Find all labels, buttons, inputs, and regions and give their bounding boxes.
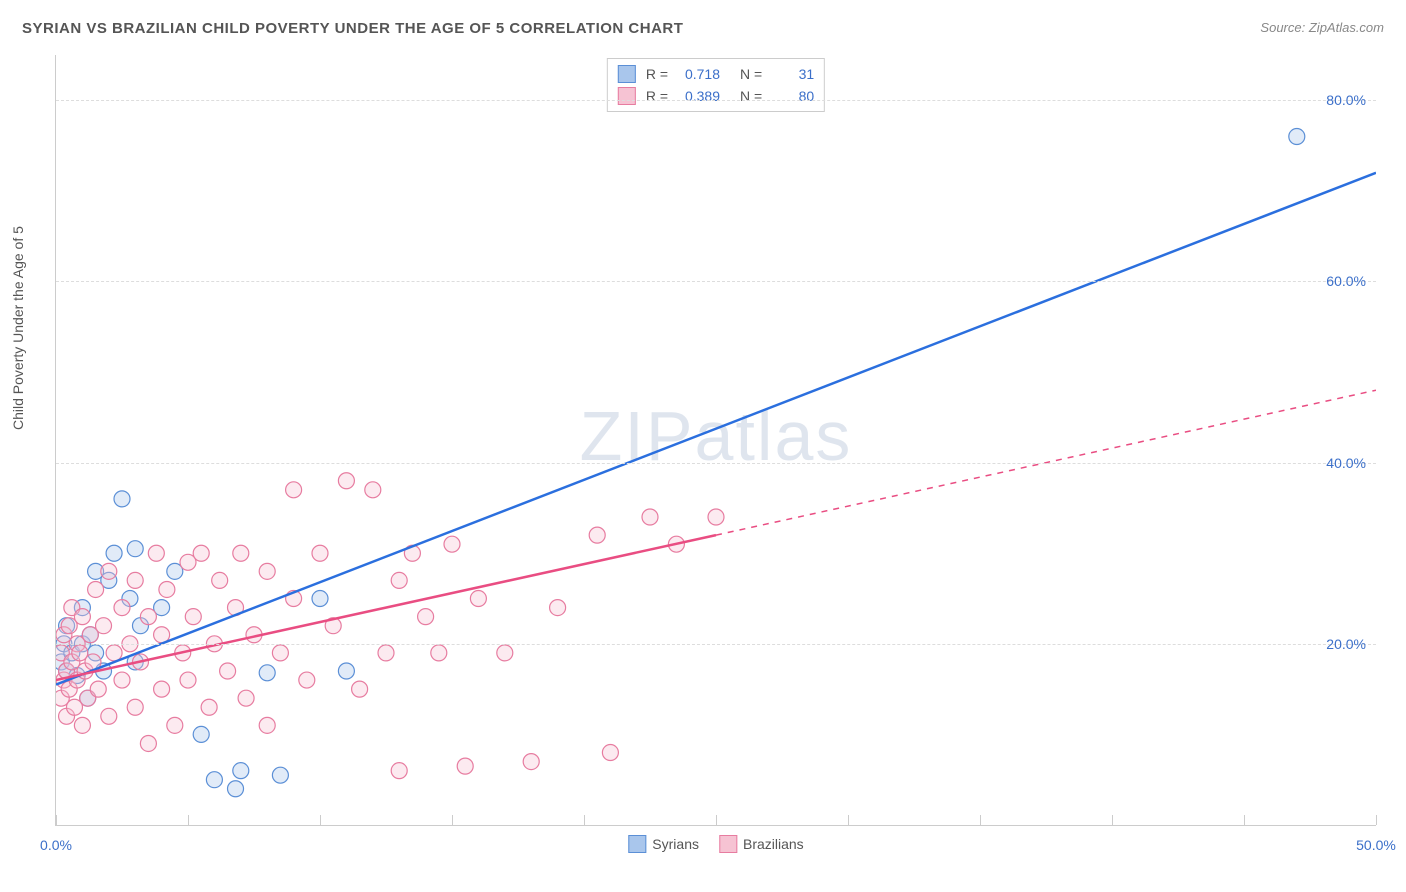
data-point-syrians (106, 545, 122, 561)
legend-label-brazilians: Brazilians (743, 836, 804, 852)
y-gridline (56, 463, 1376, 464)
data-point-brazilians (457, 758, 473, 774)
data-point-syrians (114, 491, 130, 507)
data-point-syrians (206, 772, 222, 788)
data-point-brazilians (74, 609, 90, 625)
data-point-brazilians (88, 581, 104, 597)
data-point-brazilians (550, 600, 566, 616)
legend-label-syrians: Syrians (652, 836, 699, 852)
data-point-brazilians (238, 690, 254, 706)
data-point-brazilians (642, 509, 658, 525)
data-point-brazilians (212, 572, 228, 588)
data-point-brazilians (418, 609, 434, 625)
series-legend-bottom: Syrians Brazilians (628, 835, 803, 853)
data-point-syrians (228, 781, 244, 797)
y-tick-label: 60.0% (1326, 273, 1366, 289)
swatch-syrians (628, 835, 646, 853)
x-tick (1376, 815, 1377, 825)
data-point-syrians (272, 767, 288, 783)
data-point-brazilians (391, 763, 407, 779)
data-point-brazilians (201, 699, 217, 715)
data-point-brazilians (589, 527, 605, 543)
y-gridline (56, 644, 1376, 645)
trend-line-syrians (56, 173, 1376, 685)
y-tick-label: 80.0% (1326, 92, 1366, 108)
y-tick-label: 40.0% (1326, 455, 1366, 471)
data-point-brazilians (312, 545, 328, 561)
data-point-brazilians (391, 572, 407, 588)
data-point-brazilians (101, 563, 117, 579)
swatch-brazilians (719, 835, 737, 853)
data-point-brazilians (140, 735, 156, 751)
data-point-brazilians (114, 672, 130, 688)
data-point-brazilians (167, 717, 183, 733)
data-point-syrians (1289, 129, 1305, 145)
source-attribution: Source: ZipAtlas.com (1260, 20, 1384, 35)
x-tick-label: 0.0% (40, 837, 72, 853)
data-point-brazilians (365, 482, 381, 498)
legend-item-syrians: Syrians (628, 835, 699, 853)
data-point-brazilians (159, 581, 175, 597)
data-point-brazilians (127, 572, 143, 588)
data-point-brazilians (140, 609, 156, 625)
data-point-brazilians (180, 672, 196, 688)
data-point-brazilians (74, 717, 90, 733)
data-point-brazilians (352, 681, 368, 697)
data-point-brazilians (148, 545, 164, 561)
data-point-brazilians (272, 645, 288, 661)
data-point-brazilians (338, 473, 354, 489)
x-tick (1244, 815, 1245, 825)
x-tick (848, 815, 849, 825)
data-point-brazilians (470, 591, 486, 607)
data-point-brazilians (90, 681, 106, 697)
data-point-brazilians (193, 545, 209, 561)
source-name: ZipAtlas.com (1309, 20, 1384, 35)
data-point-syrians (233, 763, 249, 779)
data-point-syrians (338, 663, 354, 679)
x-tick (980, 815, 981, 825)
data-point-syrians (259, 665, 275, 681)
chart-plot-area: ZIPatlas R =0.718N =31R =0.389N =80 Syri… (55, 55, 1376, 826)
data-point-brazilians (114, 600, 130, 616)
x-tick (56, 815, 57, 825)
data-point-brazilians (106, 645, 122, 661)
data-point-brazilians (96, 618, 112, 634)
data-point-brazilians (127, 699, 143, 715)
scatter-plot-svg (56, 55, 1376, 825)
data-point-brazilians (220, 663, 236, 679)
data-point-syrians (312, 591, 328, 607)
chart-title: SYRIAN VS BRAZILIAN CHILD POVERTY UNDER … (22, 20, 683, 37)
data-point-syrians (193, 726, 209, 742)
y-axis-label: Child Poverty Under the Age of 5 (10, 226, 26, 430)
data-point-syrians (127, 541, 143, 557)
data-point-brazilians (708, 509, 724, 525)
data-point-brazilians (444, 536, 460, 552)
x-tick (716, 815, 717, 825)
data-point-brazilians (259, 563, 275, 579)
data-point-brazilians (185, 609, 201, 625)
data-point-brazilians (286, 482, 302, 498)
data-point-brazilians (602, 745, 618, 761)
data-point-brazilians (378, 645, 394, 661)
data-point-brazilians (523, 754, 539, 770)
y-tick-label: 20.0% (1326, 636, 1366, 652)
x-tick (188, 815, 189, 825)
legend-item-brazilians: Brazilians (719, 835, 804, 853)
x-tick (320, 815, 321, 825)
source-label: Source: (1260, 20, 1305, 35)
y-gridline (56, 281, 1376, 282)
y-gridline (56, 100, 1376, 101)
x-tick (584, 815, 585, 825)
data-point-brazilians (101, 708, 117, 724)
x-tick (1112, 815, 1113, 825)
data-point-brazilians (299, 672, 315, 688)
x-tick-label: 50.0% (1356, 837, 1396, 853)
data-point-brazilians (431, 645, 447, 661)
data-point-brazilians (259, 717, 275, 733)
data-point-brazilians (233, 545, 249, 561)
x-tick (452, 815, 453, 825)
data-point-brazilians (497, 645, 513, 661)
data-point-brazilians (154, 681, 170, 697)
